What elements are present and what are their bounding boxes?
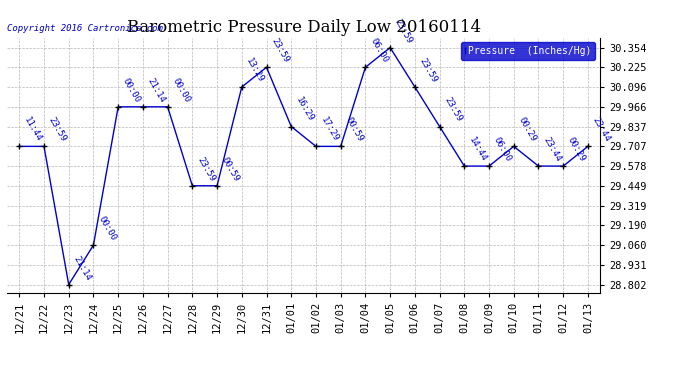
Text: 00:00: 00:00 — [170, 76, 192, 104]
Text: 23:59: 23:59 — [269, 37, 290, 64]
Text: 23:44: 23:44 — [591, 116, 612, 144]
Text: 17:29: 17:29 — [319, 116, 340, 144]
Text: 00:29: 00:29 — [566, 135, 587, 163]
Text: 21:14: 21:14 — [72, 254, 92, 282]
Text: 06:00: 06:00 — [368, 37, 389, 64]
Text: 23:59: 23:59 — [393, 17, 414, 45]
Legend: Pressure  (Inches/Hg): Pressure (Inches/Hg) — [462, 42, 595, 60]
Text: 16:29: 16:29 — [294, 96, 315, 124]
Text: 23:44: 23:44 — [541, 135, 562, 163]
Text: Copyright 2016 Cartronics.com: Copyright 2016 Cartronics.com — [7, 24, 163, 33]
Text: 00:29: 00:29 — [517, 116, 538, 144]
Text: 00:59: 00:59 — [344, 116, 365, 144]
Text: 23:59: 23:59 — [442, 96, 464, 124]
Text: 23:59: 23:59 — [195, 155, 217, 183]
Text: 23:59: 23:59 — [47, 116, 68, 144]
Text: 23:59: 23:59 — [417, 56, 439, 84]
Text: 21:14: 21:14 — [146, 76, 167, 104]
Text: 06:00: 06:00 — [492, 135, 513, 163]
Text: 00:00: 00:00 — [121, 76, 142, 104]
Title: Barometric Pressure Daily Low 20160114: Barometric Pressure Daily Low 20160114 — [126, 19, 481, 36]
Text: 14:44: 14:44 — [467, 135, 489, 163]
Text: 00:00: 00:00 — [96, 214, 117, 242]
Text: 00:59: 00:59 — [220, 155, 241, 183]
Text: 11:44: 11:44 — [22, 116, 43, 144]
Text: 13:29: 13:29 — [244, 56, 266, 84]
